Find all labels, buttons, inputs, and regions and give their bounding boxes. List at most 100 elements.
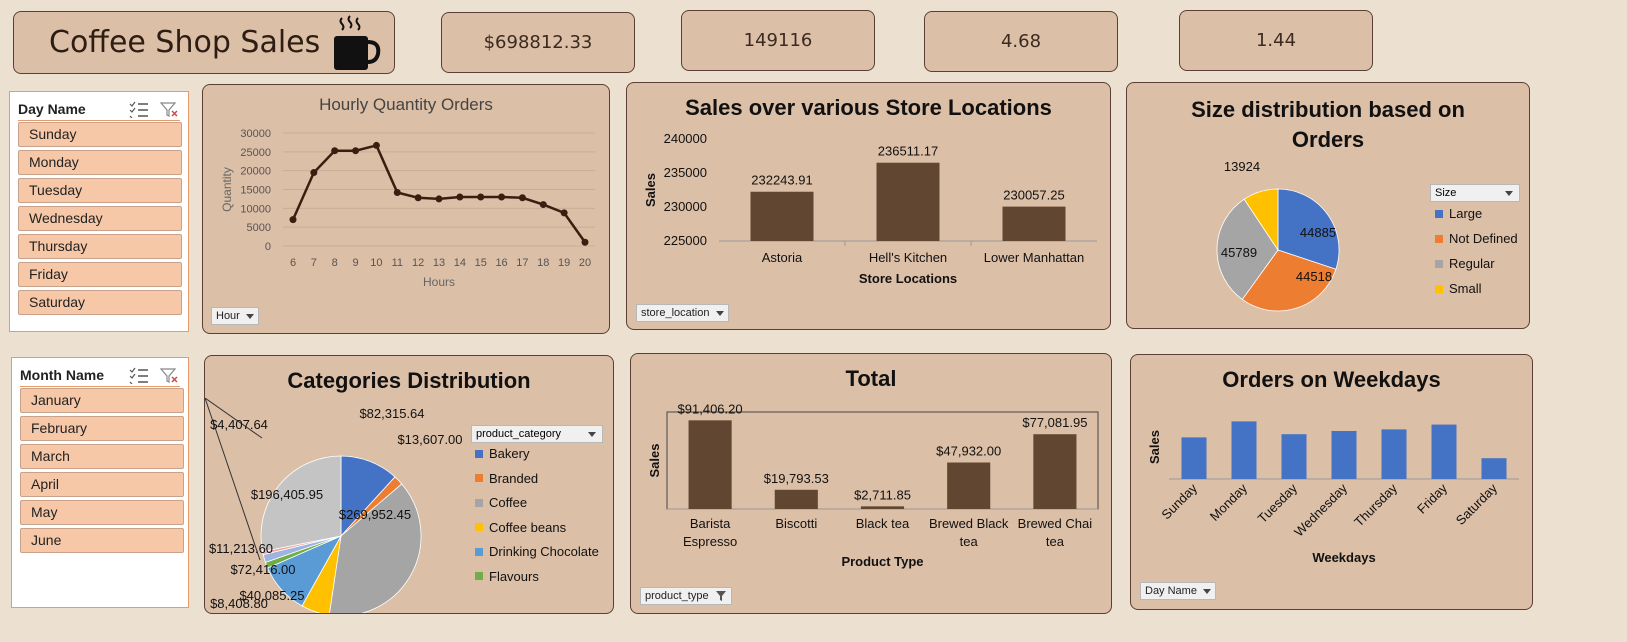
x-tick-label: 19 — [558, 257, 570, 269]
bar — [774, 489, 818, 509]
slicer-item-january[interactable]: January — [20, 388, 184, 413]
day-name-slicer: Day Name Sunday Monday Tuesday Wednesday… — [9, 91, 189, 332]
legend-label: Small — [1449, 281, 1482, 296]
legend-label: Not Defined — [1449, 231, 1518, 246]
slicer-item-wednesday[interactable]: Wednesday — [18, 206, 182, 231]
x-tick-label: Friday — [1414, 480, 1450, 516]
y-tick-label: 0 — [265, 241, 271, 253]
slicer-item-tuesday[interactable]: Tuesday — [18, 178, 182, 203]
data-point — [498, 193, 506, 201]
data-label: 45789 — [1221, 245, 1257, 260]
bar — [1281, 434, 1307, 479]
hour-filter-button[interactable]: Hour — [211, 307, 259, 325]
slicer-item-may[interactable]: May — [20, 500, 184, 525]
slicer-item-friday[interactable]: Friday — [18, 262, 182, 287]
data-label: $77,081.95 — [1022, 415, 1087, 430]
slicer-item-february[interactable]: February — [20, 416, 184, 441]
x-tick-label: 18 — [537, 257, 549, 269]
slicer-item-saturday[interactable]: Saturday — [18, 290, 182, 315]
slicer-item-sunday[interactable]: Sunday — [18, 122, 182, 147]
x-tick-label: Black tea — [856, 516, 910, 531]
bar — [1431, 424, 1457, 479]
x-tick-label: 16 — [495, 257, 507, 269]
data-label: 230057.25 — [1003, 188, 1064, 203]
bar — [1481, 458, 1507, 479]
y-axis-label: Quantity — [220, 167, 234, 212]
clear-filter-icon[interactable] — [158, 366, 180, 384]
y-axis-label: Sales — [643, 173, 658, 207]
data-label: $72,416.00 — [230, 562, 295, 577]
chart-title: Categories Distribution — [287, 368, 531, 393]
filter-label: Day Name — [1145, 585, 1197, 597]
legend-swatch — [1435, 259, 1443, 268]
legend-item: Coffee beans — [475, 520, 566, 535]
slicer-item-monday[interactable]: Monday — [18, 150, 182, 175]
size-distribution-chart-panel: Size distribution based on Orders 44885 4… — [1126, 82, 1530, 329]
x-axis-label: Store Locations — [859, 271, 957, 286]
x-tick-label: Hell's Kitchen — [869, 250, 947, 265]
chart-title: Orders on Weekdays — [1222, 367, 1441, 392]
data-point — [539, 201, 547, 209]
x-tick-label: Barista — [690, 516, 731, 531]
legend-item: Regular — [1435, 256, 1495, 271]
legend-label: Regular — [1449, 256, 1495, 271]
dropdown-arrow-icon — [245, 314, 254, 319]
x-tick-label: 11 — [392, 257, 403, 269]
x-tick-label: 6 — [290, 257, 296, 269]
data-point — [477, 193, 485, 201]
store-locations-chart-panel: Sales over various Store Locations 24000… — [626, 82, 1111, 330]
bar — [1181, 437, 1207, 479]
legend-label: Coffee beans — [489, 519, 567, 535]
category-legend-filter[interactable]: product_category — [471, 425, 603, 443]
multi-select-icon[interactable] — [128, 366, 150, 384]
x-tick-label: Thursday — [1351, 480, 1400, 529]
x-tick-label: 10 — [370, 257, 382, 269]
x-tick-label: Brewed Black — [929, 516, 1009, 531]
slicer-item-march[interactable]: March — [20, 444, 184, 469]
size-pie-chart: 44885 44518 45789 13924 — [1216, 159, 1340, 312]
legend-item: Bakery — [475, 446, 529, 461]
data-label: 232243.91 — [751, 173, 812, 188]
legend-swatch — [475, 449, 483, 458]
filter-label: product_type — [645, 590, 709, 602]
bar — [688, 420, 732, 509]
data-label: $47,932.00 — [936, 444, 1001, 459]
legend-item: Not Defined — [1435, 231, 1518, 246]
bar — [1002, 206, 1066, 241]
clear-filter-icon[interactable] — [158, 100, 180, 118]
day-name-filter-button[interactable]: Day Name — [1140, 582, 1216, 600]
pie-slice — [329, 483, 422, 613]
pie-slice — [1241, 249, 1337, 312]
x-tick-label: 20 — [579, 257, 591, 269]
legend-swatch — [475, 498, 483, 507]
x-tick-label: 13 — [433, 257, 445, 269]
slicer-item-thursday[interactable]: Thursday — [18, 234, 182, 259]
store-location-filter-button[interactable]: store_location — [636, 304, 729, 322]
slicer-item-june[interactable]: June — [20, 528, 184, 553]
size-legend-filter[interactable]: Size — [1430, 184, 1520, 202]
x-tick-label: Tuesday — [1255, 480, 1301, 526]
dashboard-title: Coffee Shop Sales — [49, 25, 321, 60]
data-point — [435, 195, 443, 203]
x-tick-label: Espresso — [683, 534, 737, 549]
x-tick-label: 12 — [412, 257, 424, 269]
x-axis-label: Hours — [423, 275, 455, 289]
data-label: $40,085.25 — [239, 588, 304, 603]
product-type-bar-chart: $91,406.20 Barista Espresso $19,793.53 Bisco… — [647, 401, 1099, 569]
bar — [1331, 431, 1357, 479]
bar — [947, 462, 991, 509]
x-axis-label: Weekdays — [1312, 550, 1375, 565]
product-type-filter-button[interactable]: product_type — [640, 587, 732, 605]
x-tick-label: 15 — [475, 257, 487, 269]
y-tick-label: 230000 — [664, 199, 707, 214]
multi-select-icon[interactable] — [128, 100, 150, 118]
slicer-title: Day Name — [18, 101, 86, 117]
slicer-header: Month Name — [20, 364, 180, 387]
slicer-item-april[interactable]: April — [20, 472, 184, 497]
kpi-value: 1.44 — [1255, 30, 1297, 51]
dropdown-arrow-icon — [1505, 191, 1513, 196]
leader-line — [205, 398, 263, 439]
legend-swatch — [1435, 209, 1443, 218]
bar — [1231, 421, 1257, 479]
categories-chart-panel: Categories Distribution $82,315.64 $13,60… — [204, 355, 614, 614]
